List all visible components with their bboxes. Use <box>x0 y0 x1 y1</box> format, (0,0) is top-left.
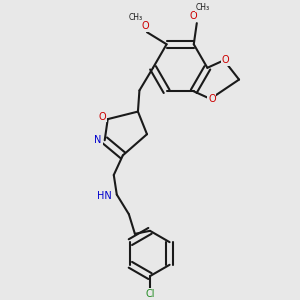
Text: O: O <box>222 55 229 65</box>
Text: O: O <box>98 112 106 122</box>
Text: O: O <box>142 21 149 31</box>
Text: CH₃: CH₃ <box>128 13 142 22</box>
Text: CH₃: CH₃ <box>196 3 210 12</box>
Text: N: N <box>94 135 102 145</box>
Text: O: O <box>208 94 216 104</box>
Text: Cl: Cl <box>145 289 155 299</box>
Text: HN: HN <box>97 191 112 201</box>
Text: O: O <box>190 11 198 21</box>
